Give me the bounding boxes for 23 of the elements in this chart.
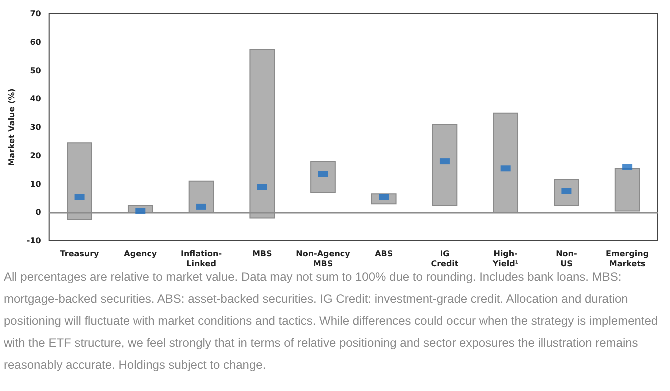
y-tick-label: 10 xyxy=(30,180,42,189)
y-tick-label: 40 xyxy=(30,94,42,104)
x-tick-label: Agency xyxy=(124,250,158,258)
x-tick-label: IG Credit xyxy=(431,250,459,268)
text: All percentages are relative to market value. Data may not sum to 100% due to rounding. Includes bank loans. MBS: mortgage-backed securities. ABS: asset-backed securities. IG Credit: investment-grade credit. Allocation and duration positioning will fluctuate with market conditions and tactics. While differences could occur when the strategy is implemented with the ETF structure, we feel strongly that in terms of relative positioning and sector exposures the illustration remains reasonably accurate. Holdings subject to change. xyxy=(3,270,662,372)
bar xyxy=(310,161,336,194)
x-tick-label: Non- US xyxy=(556,250,578,268)
x-tick-label: Non-Agency MBS xyxy=(296,250,352,268)
bar xyxy=(432,124,458,206)
x-tick-label: ABS xyxy=(375,250,394,258)
x-tick-label: High- Yield¹ xyxy=(492,250,520,268)
x-tick-label: Inflation- Linked xyxy=(180,250,222,268)
x-tick-label: MBS xyxy=(252,250,273,258)
y-tick-label: 20 xyxy=(30,151,42,160)
y-tick-label: -10 xyxy=(26,236,42,246)
y-tick-label: 70 xyxy=(30,10,42,18)
y-tick-label: 50 xyxy=(30,66,42,76)
x-tick-label: Treasury xyxy=(60,250,100,258)
y-tick-label: 0 xyxy=(36,208,42,218)
x-tick-label: Emerging Markets xyxy=(606,250,650,268)
y-tick-label: 30 xyxy=(30,123,42,132)
y-axis-title: Market Value (%) xyxy=(8,88,16,166)
y-tick-label: 60 xyxy=(30,38,42,47)
